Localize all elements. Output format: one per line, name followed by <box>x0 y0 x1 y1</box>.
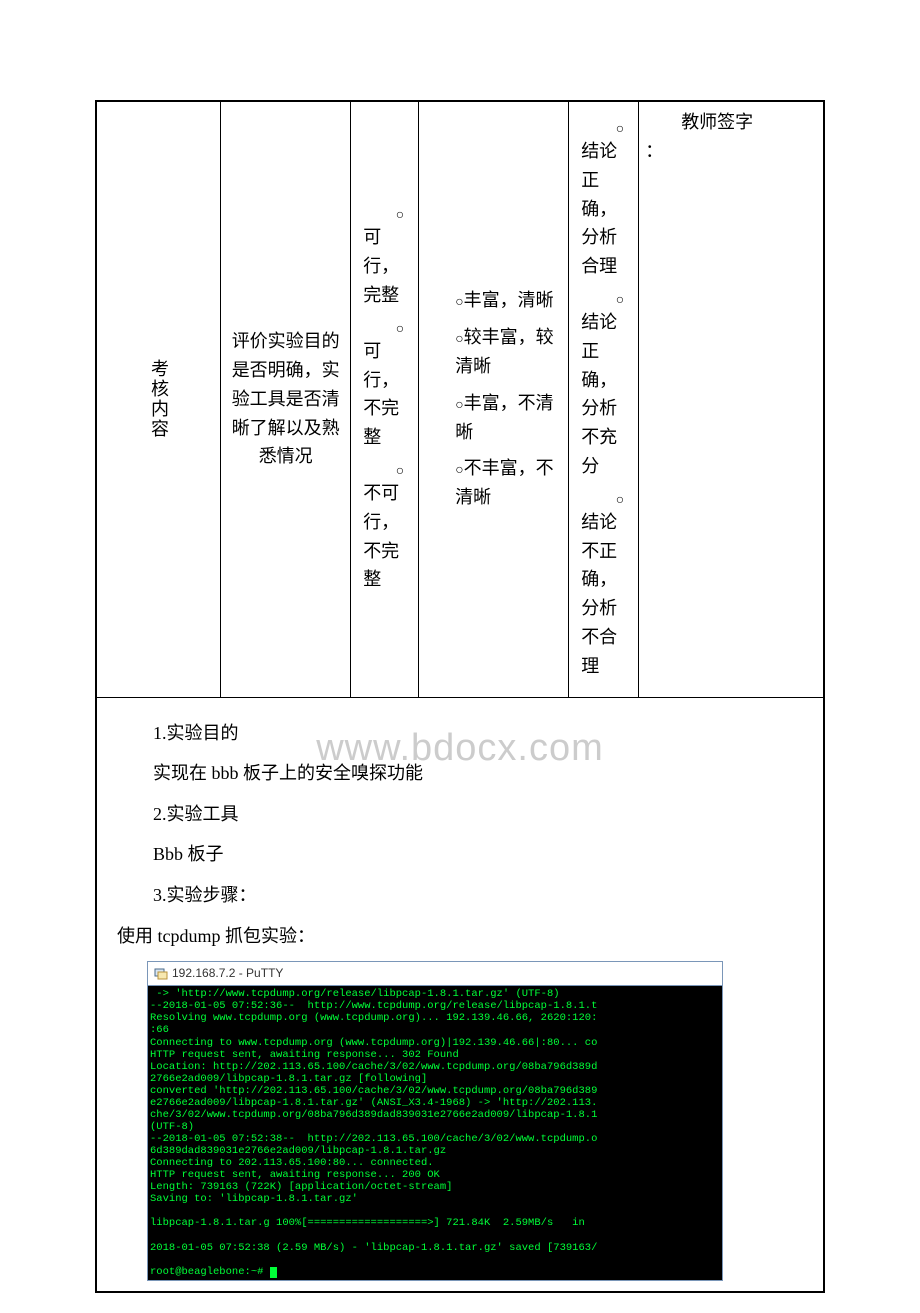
content-area: www.bdocx.com 1.实验目的 实现在 bbb 板子上的安全嗅探功能 … <box>97 698 823 1291</box>
terminal-title-text: 192.168.7.2 - PuTTY <box>172 964 283 983</box>
section-3-body: 使用 tcpdump 抓包实验： <box>117 921 803 952</box>
page-frame: 考核内容 评价实验目的是否明确，实验工具是否清晰了解以及熟悉情况 可行，完整 可… <box>95 100 825 1293</box>
content-row: www.bdocx.com 1.实验目的 实现在 bbb 板子上的安全嗅探功能 … <box>97 697 824 1291</box>
opt-rich-unclear: 丰富，不清晰 <box>455 393 553 442</box>
section-1-heading: 1.实验目的 <box>117 718 803 749</box>
opt-correct-reasonable: 结论正确，分析合理 <box>581 141 617 276</box>
terminal-output: -> 'http://www.tcpdump.org/release/libpc… <box>150 988 597 1277</box>
col-teacher-sign: 教师签字 ： <box>639 102 824 698</box>
opt-correct-insufficient: 结论正确，分析不充分 <box>581 312 617 476</box>
terminal-body: -> 'http://www.tcpdump.org/release/libpc… <box>148 986 722 1280</box>
teacher-sign-label: 教师签字 <box>681 112 753 132</box>
opt-feasible-complete: 可行，完整 <box>363 227 399 305</box>
opt-rich-clear: 丰富，清晰 <box>464 290 554 310</box>
col-feasibility: 可行，完整 可行，不完整 不可行，不完整 <box>351 102 419 698</box>
terminal-titlebar: 192.168.7.2 - PuTTY <box>148 962 722 986</box>
col-assessment-label: 考核内容 <box>97 102 221 698</box>
terminal-cursor <box>270 1267 277 1278</box>
putty-icon <box>154 967 168 981</box>
opt-feasible-incomplete: 可行，不完整 <box>363 341 399 447</box>
assessment-table: 考核内容 评价实验目的是否明确，实验工具是否清晰了解以及熟悉情况 可行，完整 可… <box>96 101 824 1292</box>
col-conclusion: 结论正确，分析合理 结论正确，分析不充分 结论不正确，分析不合理 <box>569 102 639 698</box>
terminal-window: 192.168.7.2 - PuTTY -> 'http://www.tcpdu… <box>147 961 723 1281</box>
opt-not-feasible: 不可行，不完整 <box>363 483 399 589</box>
opt-lessrich-lessclear: 较丰富，较清晰 <box>455 327 553 376</box>
section-2-heading: 2.实验工具 <box>117 799 803 830</box>
section-1-body: 实现在 bbb 板子上的安全嗅探功能 <box>117 758 803 789</box>
opt-notrich-unclear: 不丰富，不清晰 <box>455 458 553 507</box>
col-richness: 丰富，清晰 较丰富，较清晰 丰富，不清晰 不丰富，不清晰 <box>419 102 569 698</box>
opt-incorrect-unreasonable: 结论不正确，分析不合理 <box>581 512 617 676</box>
section-3-heading: 3.实验步骤： <box>117 880 803 911</box>
section-2-body: Bbb 板子 <box>117 839 803 870</box>
teacher-sign-colon: ： <box>645 137 817 166</box>
assessment-row: 考核内容 评价实验目的是否明确，实验工具是否清晰了解以及熟悉情况 可行，完整 可… <box>97 102 824 698</box>
col-eval-purpose: 评价实验目的是否明确，实验工具是否清晰了解以及熟悉情况 <box>221 102 351 698</box>
